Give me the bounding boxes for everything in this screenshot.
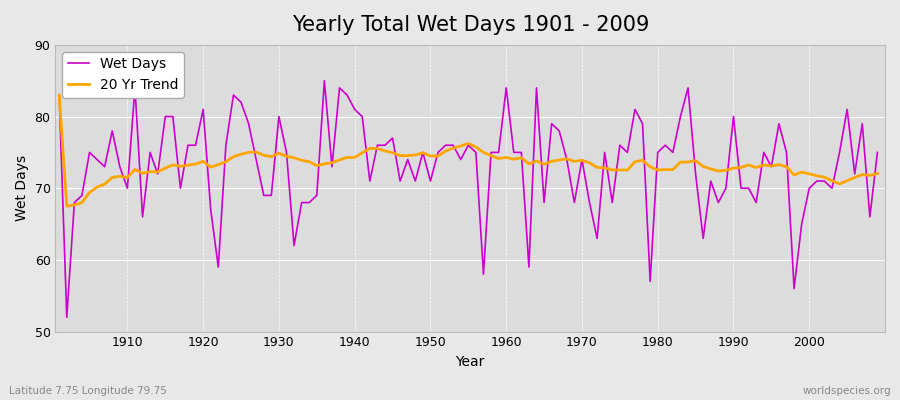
20 Yr Trend [334,158,345,162]
X-axis label: Year: Year [455,355,485,369]
Wet Days [342,93,353,98]
20 Yr Trend [122,175,133,180]
Wet Days [54,93,65,98]
Wet Days [872,150,883,155]
20 Yr Trend [500,155,511,160]
Wet Days [607,200,617,205]
20 Yr Trend [289,155,300,160]
Wet Days [289,243,300,248]
20 Yr Trend [508,157,519,162]
Wet Days [122,186,133,191]
20 Yr Trend [61,204,72,208]
Wet Days [61,315,72,320]
20 Yr Trend [54,93,65,98]
Line: Wet Days: Wet Days [59,81,878,317]
Wet Days [508,150,519,155]
20 Yr Trend [599,166,610,170]
20 Yr Trend [872,171,883,176]
Text: Latitude 7.75 Longitude 79.75: Latitude 7.75 Longitude 79.75 [9,386,166,396]
Title: Yearly Total Wet Days 1901 - 2009: Yearly Total Wet Days 1901 - 2009 [292,15,649,35]
Wet Days [516,150,526,155]
Line: 20 Yr Trend: 20 Yr Trend [59,95,878,206]
Y-axis label: Wet Days: Wet Days [15,155,29,221]
Wet Days [319,78,329,83]
Text: worldspecies.org: worldspecies.org [803,386,891,396]
Legend: Wet Days, 20 Yr Trend: Wet Days, 20 Yr Trend [62,52,184,98]
